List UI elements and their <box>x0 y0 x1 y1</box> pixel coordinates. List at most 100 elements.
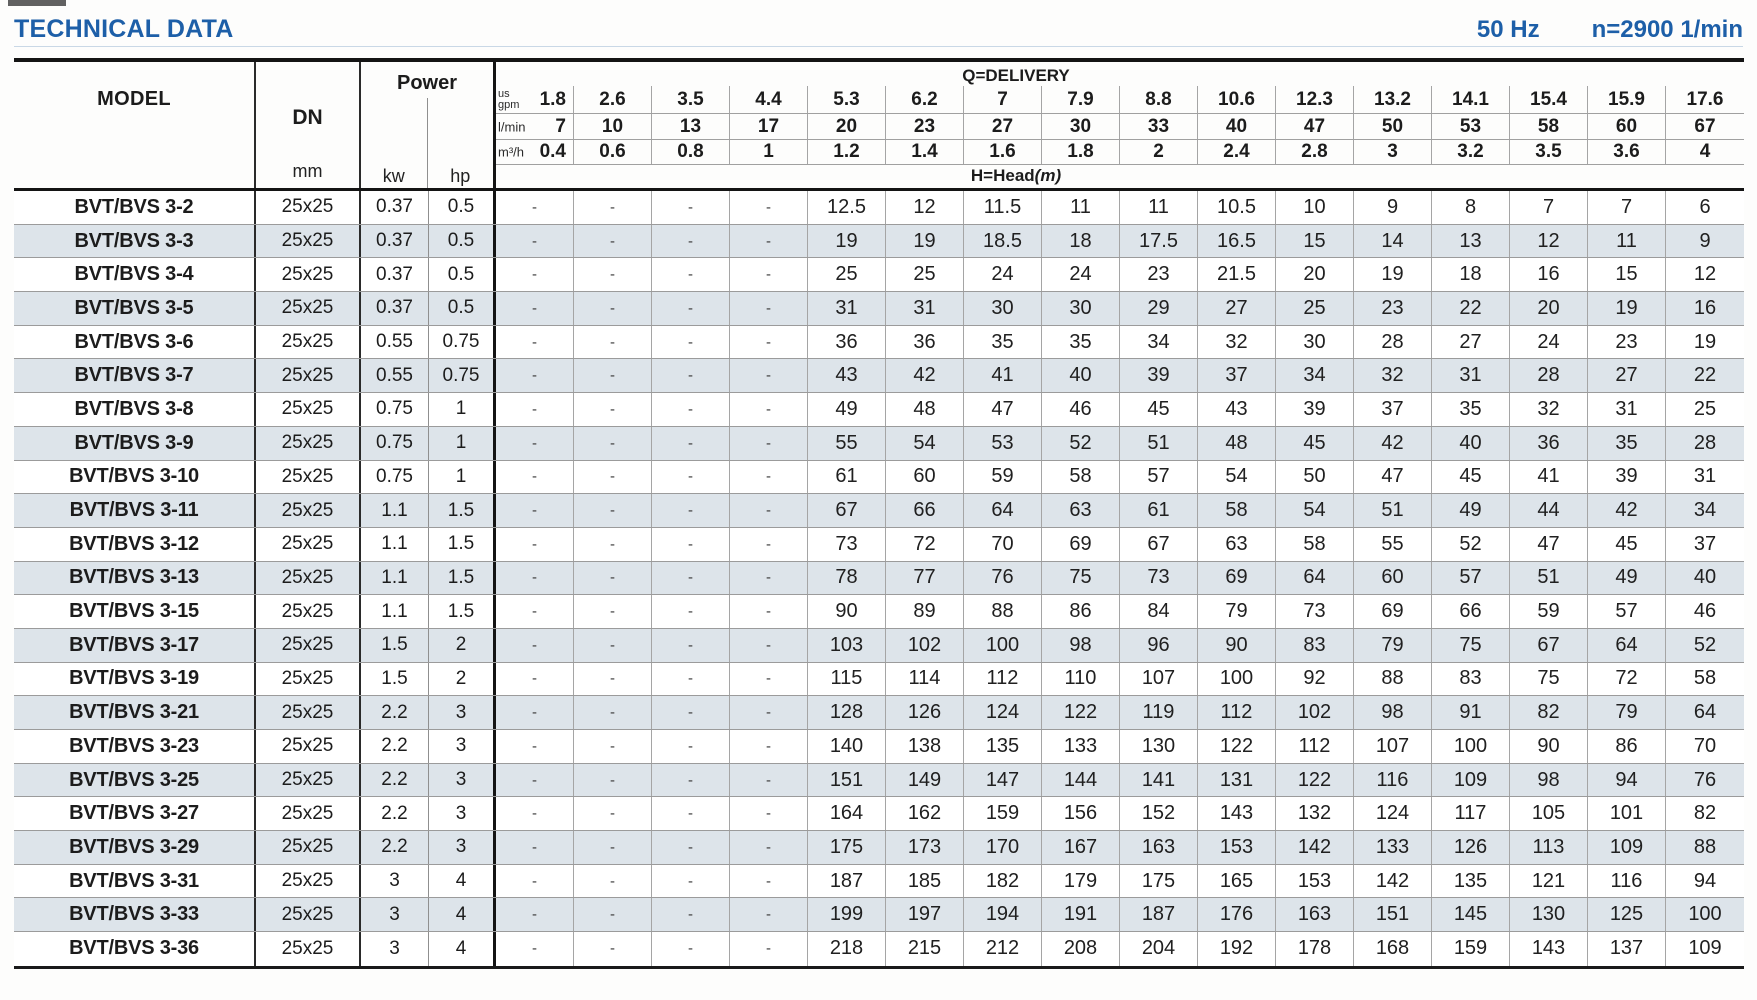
model-cell: BVT/BVS 3-10 <box>14 460 256 494</box>
head-cell: - <box>730 696 808 729</box>
head-cell: 30 <box>1276 325 1354 359</box>
head-cell: 37 <box>1198 359 1276 393</box>
head-cell: 54 <box>886 426 964 460</box>
head-cell: 102 <box>1276 696 1354 729</box>
flow-value-cell: 10 <box>574 114 652 139</box>
head-cell: 89 <box>886 595 964 628</box>
head-cell: 20 <box>1510 292 1588 325</box>
head-cell: 143 <box>1198 797 1276 831</box>
kw-cell: 1.1 <box>361 595 429 628</box>
head-cell: 27 <box>1198 292 1276 325</box>
head-cell: - <box>652 831 730 864</box>
head-cell: - <box>574 191 652 224</box>
head-cell: 46 <box>1693 600 1717 623</box>
dn-cell: 25x25 <box>256 494 361 527</box>
head-cell: - <box>652 763 730 797</box>
model-cell: BVT/BVS 3-21 <box>14 696 256 729</box>
hp-cell: 1 <box>429 393 496 426</box>
kw-cell: 3 <box>361 898 429 932</box>
head-cell: 90 <box>1198 628 1276 662</box>
head-title-row: H=Head(m) <box>496 165 1744 188</box>
head-cell: 7 <box>1510 191 1588 224</box>
kw-cell: 0.37 <box>361 224 429 258</box>
head-cell: 17.5 <box>1120 224 1198 258</box>
head-cell: 149 <box>886 763 964 797</box>
head-cell: 19 <box>886 224 964 258</box>
flow-value-cell: 4 <box>1699 141 1711 162</box>
head-cell: 31 <box>1432 359 1510 393</box>
head-cell: - <box>496 763 574 797</box>
dn-cell: 25x25 <box>256 932 361 966</box>
head-cell: 49 <box>1432 494 1510 527</box>
kw-cell: 2.2 <box>361 696 429 729</box>
model-cell: BVT/BVS 3-27 <box>14 797 256 831</box>
head-cell: 137 <box>1588 932 1666 966</box>
head-cell: - <box>496 191 574 224</box>
head-cell: - <box>496 292 574 325</box>
table-row: BVT/BVS 3-6 25x25 0.55 0.75- - - -36 36 35 35 34 32… <box>14 325 1744 360</box>
head-cell: 75 <box>1042 561 1120 595</box>
flow-value-cell: 20 <box>808 114 886 139</box>
head-cell: 70 <box>964 527 1042 561</box>
head-cell: 51 <box>1120 426 1198 460</box>
head-cell: 122 <box>1276 763 1354 797</box>
dn-cell: 25x25 <box>256 460 361 494</box>
head-cell: - <box>652 191 730 224</box>
flow-value-cell: 14.1 <box>1432 86 1510 113</box>
head-cell: 58 <box>1042 460 1120 494</box>
head-cell: 135 <box>1432 864 1510 898</box>
head-cell: 19 <box>1588 292 1666 325</box>
kw-cell: 0.37 <box>361 191 429 224</box>
head-cell: 45 <box>1276 426 1354 460</box>
head-cell: 6 <box>1699 195 1711 218</box>
head-cell: - <box>574 763 652 797</box>
head-cell: - <box>652 325 730 359</box>
head-cell: 35 <box>964 325 1042 359</box>
table-row: BVT/BVS 3-36 25x25 3 4- - - -218 215 212 208 204 19… <box>14 932 1744 966</box>
head-cell: 35 <box>1432 393 1510 426</box>
model-cell: BVT/BVS 3-25 <box>14 763 256 797</box>
head-cell: - <box>496 426 574 460</box>
head-cell: 32 <box>1198 325 1276 359</box>
head-cell: 11 <box>1042 191 1120 224</box>
dn-cell: 25x25 <box>256 325 361 359</box>
head-cell: 57 <box>1588 595 1666 628</box>
head-cell: 126 <box>886 696 964 729</box>
model-cell: BVT/BVS 3-33 <box>14 898 256 932</box>
dn-unit-label: mm <box>292 161 323 181</box>
head-cell: 34 <box>1693 499 1717 522</box>
head-cell: 25 <box>886 258 964 292</box>
head-cell: 58 <box>1693 667 1717 690</box>
flow-value-cell: 1.6 <box>964 140 1042 164</box>
dn-header-label: DN <box>292 106 323 129</box>
head-cell: - <box>496 797 574 831</box>
head-cell: 151 <box>808 763 886 797</box>
head-cell: 208 <box>1042 932 1120 966</box>
head-cell: 91 <box>1432 696 1510 729</box>
table-row: BVT/BVS 3-29 25x25 2.2 3- - - -175 173 170 167 163… <box>14 831 1744 865</box>
head-cell: - <box>730 864 808 898</box>
hp-cell: 0.5 <box>429 224 496 258</box>
head-cell: 35 <box>1588 426 1666 460</box>
head-cell: 39 <box>1588 460 1666 494</box>
head-cell: 20 <box>1276 258 1354 292</box>
head-cell: 59 <box>964 460 1042 494</box>
head-cell: 8 <box>1432 191 1510 224</box>
hp-cell: 0.5 <box>429 258 496 292</box>
hp-cell: 4 <box>429 932 496 966</box>
head-cell: 67 <box>808 494 886 527</box>
model-cell: BVT/BVS 3-36 <box>14 932 256 966</box>
head-cell: 15 <box>1588 258 1666 292</box>
head-cell: 51 <box>1354 494 1432 527</box>
head-cell: 25 <box>1693 397 1717 420</box>
head-cell: 39 <box>1120 359 1198 393</box>
head-cell: - <box>730 191 808 224</box>
head-cell: 187 <box>1120 898 1198 932</box>
model-cell: BVT/BVS 3-15 <box>14 595 256 628</box>
head-cell: - <box>574 494 652 527</box>
head-cell: 58 <box>1198 494 1276 527</box>
kw-cell: 0.37 <box>361 258 429 292</box>
head-cell: 109 <box>1688 937 1722 960</box>
head-cell: 64 <box>1693 701 1717 724</box>
flow-unit-rows: us gpm 1.8 2.6 3.5 4.4 5.3 6.2 7 7.9 8.8 10.6 12.3 13… <box>496 86 1744 165</box>
